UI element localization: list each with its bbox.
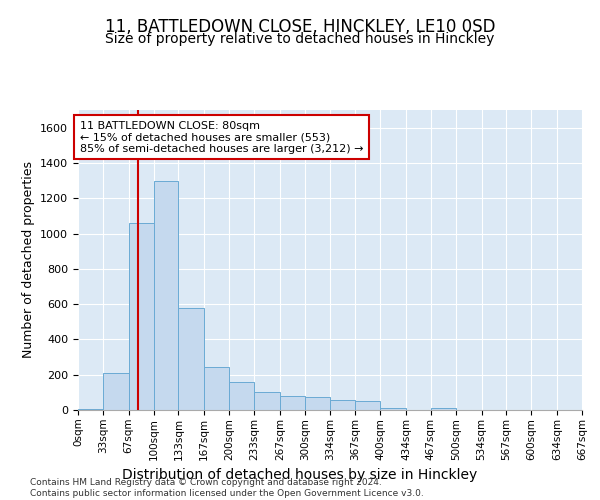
Bar (280, 396, 305, 410)
Text: 11 BATTLEDOWN CLOSE: 80sqm
← 15% of detached houses are smaller (553)
85% of sem: 11 BATTLEDOWN CLOSE: 80sqm ← 15% of deta… (80, 120, 363, 154)
Bar (154, 180, 178, 410)
Bar (431, 408, 456, 410)
Bar (229, 382, 254, 410)
Bar (254, 392, 280, 410)
Bar (380, 408, 406, 410)
Bar (103, 373, 128, 410)
Text: Distribution of detached houses by size in Hinckley: Distribution of detached houses by size … (122, 468, 478, 481)
Text: Contains HM Land Registry data © Crown copyright and database right 2024.
Contai: Contains HM Land Registry data © Crown c… (30, 478, 424, 498)
Bar (128, 223, 154, 410)
Bar (78, 409, 103, 410)
Bar (331, 400, 355, 410)
Text: Size of property relative to detached houses in Hinckley: Size of property relative to detached ho… (106, 32, 494, 46)
Bar (178, 308, 204, 410)
Bar (355, 401, 380, 410)
Text: 11, BATTLEDOWN CLOSE, HINCKLEY, LE10 0SD: 11, BATTLEDOWN CLOSE, HINCKLEY, LE10 0SD (105, 18, 495, 36)
Y-axis label: Number of detached properties: Number of detached properties (22, 162, 35, 358)
Bar (305, 397, 331, 410)
Bar (204, 367, 229, 410)
